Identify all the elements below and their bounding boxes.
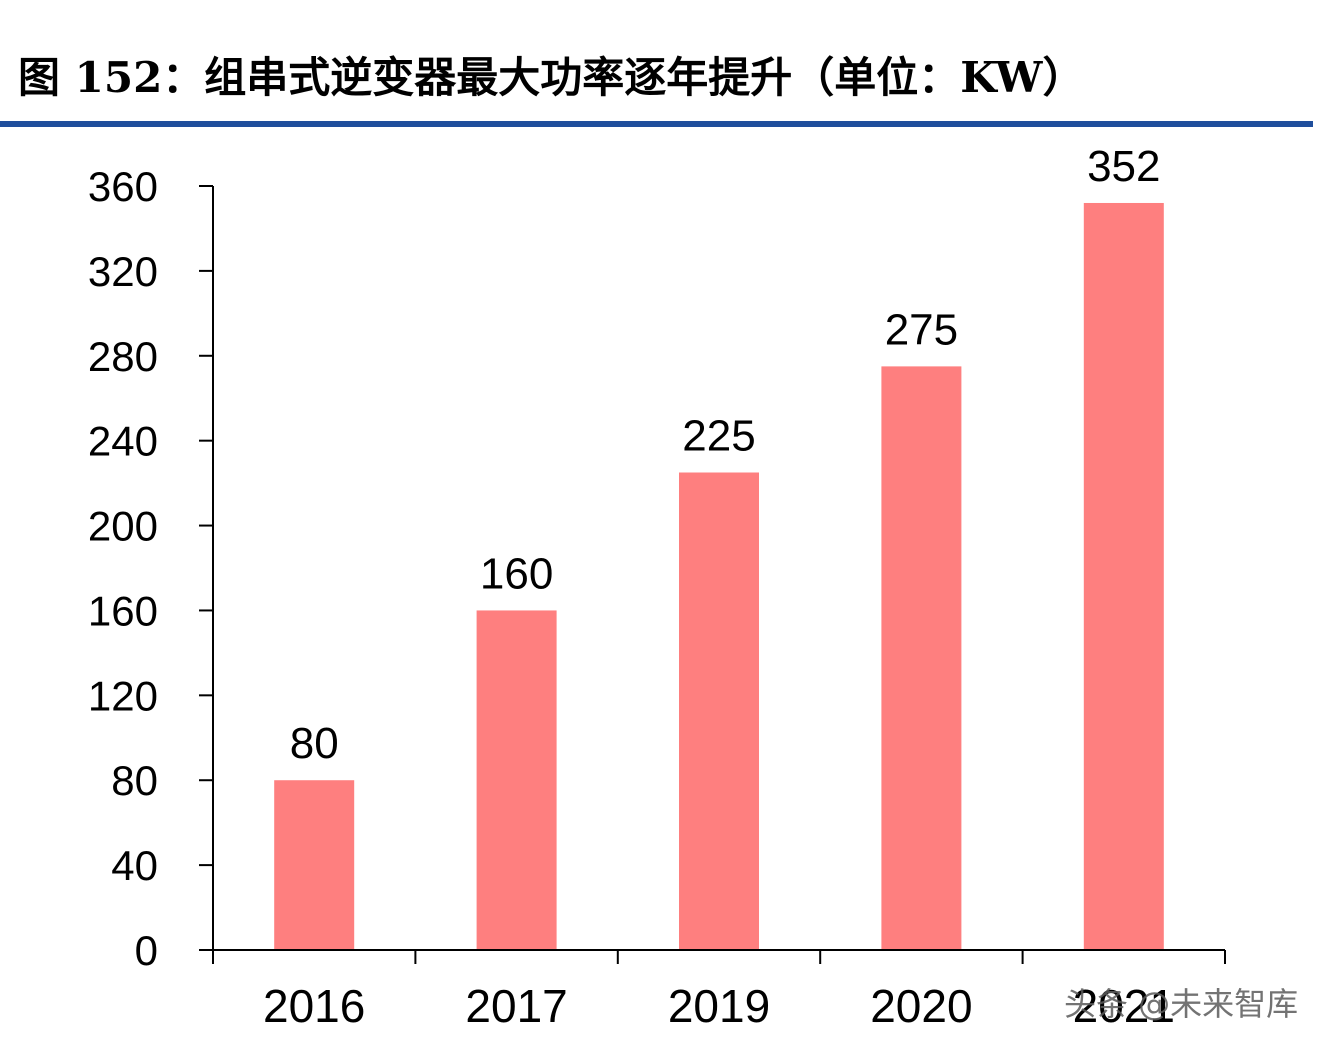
y-tick-label: 120 bbox=[88, 672, 158, 719]
bar-2016 bbox=[274, 780, 355, 950]
bar-2020 bbox=[881, 366, 962, 950]
x-tick-label: 2019 bbox=[668, 980, 770, 1032]
y-tick-label: 360 bbox=[88, 163, 158, 210]
y-tick-label: 240 bbox=[88, 418, 158, 465]
data-label: 80 bbox=[290, 719, 339, 768]
y-tick-label: 320 bbox=[88, 248, 158, 295]
data-label: 160 bbox=[480, 549, 553, 598]
y-tick-label: 0 bbox=[135, 927, 158, 974]
bar-2019 bbox=[679, 472, 759, 950]
x-tick-label: 2017 bbox=[465, 980, 567, 1032]
y-tick-label: 280 bbox=[88, 333, 158, 380]
chart-title: 图 152：组串式逆变器最大功率逐年提升（单位：KW） bbox=[18, 53, 1085, 102]
watermark: 头条 @未来智库 bbox=[1064, 985, 1299, 1023]
data-label: 352 bbox=[1087, 142, 1160, 191]
y-tick-label: 80 bbox=[111, 757, 158, 804]
x-tick-label: 2020 bbox=[870, 980, 972, 1032]
bar-2017 bbox=[476, 610, 557, 950]
data-label: 275 bbox=[885, 305, 958, 354]
data-label: 225 bbox=[682, 412, 755, 461]
x-tick-label: 2016 bbox=[263, 980, 365, 1032]
y-tick-label: 200 bbox=[88, 503, 158, 550]
x-tick-label: 2021 bbox=[1073, 980, 1175, 1032]
y-tick-label: 160 bbox=[88, 587, 158, 634]
bar-2021 bbox=[1083, 202, 1164, 950]
title-underline bbox=[0, 121, 1313, 127]
y-tick-label: 40 bbox=[111, 842, 158, 889]
